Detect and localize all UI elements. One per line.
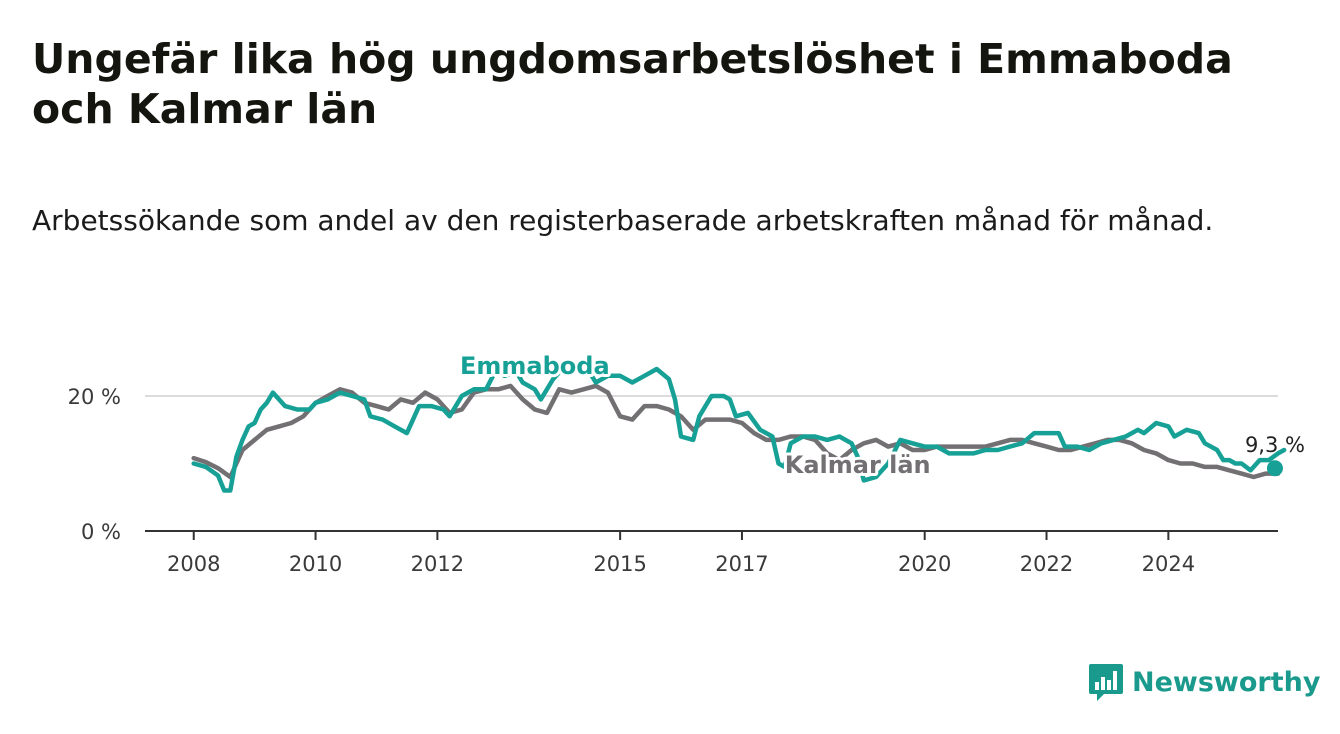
- x-axis: 2008 2010 2012 2015 2017 2020 2022 2024: [145, 530, 1278, 576]
- x-tick-label: 2010: [289, 552, 342, 576]
- x-tick-label: 2020: [898, 552, 951, 576]
- series-line-0: [191, 360, 1287, 493]
- series-label-0: Emmaboda: [460, 352, 610, 380]
- y-tick-label: 0 %: [81, 520, 121, 544]
- end-value-label: 9,3 %: [1245, 433, 1305, 457]
- x-tick-label: 2008: [167, 552, 220, 576]
- x-tick-label: 2015: [593, 552, 646, 576]
- chart-title: Ungefär lika hög ungdomsarbetslöshet i E…: [32, 35, 1233, 133]
- chart-subtitle: Arbetssökande som andel av den registerb…: [32, 204, 1214, 237]
- x-tick-label: 2017: [715, 552, 768, 576]
- end-annotation: 9,3 %: [1245, 433, 1305, 477]
- brand-name: Newsworthy: [1132, 666, 1321, 698]
- x-tick-label: 2012: [411, 552, 464, 576]
- newsworthy-logo-icon: [1089, 664, 1123, 701]
- series-line-1: [191, 383, 1281, 480]
- y-tick-label: 20 %: [68, 385, 121, 409]
- end-point-marker: [1266, 460, 1283, 477]
- x-tick-label: 2022: [1020, 552, 1073, 576]
- x-tick-label: 2024: [1142, 552, 1195, 576]
- series-label-1: Kalmar län: [785, 451, 931, 479]
- y-axis-ticks: 0 % 20 %: [68, 385, 121, 544]
- series-lines: [191, 360, 1287, 493]
- brand-logo: Newsworthy: [1088, 660, 1320, 704]
- series-labels: Emmaboda Kalmar län: [457, 349, 934, 482]
